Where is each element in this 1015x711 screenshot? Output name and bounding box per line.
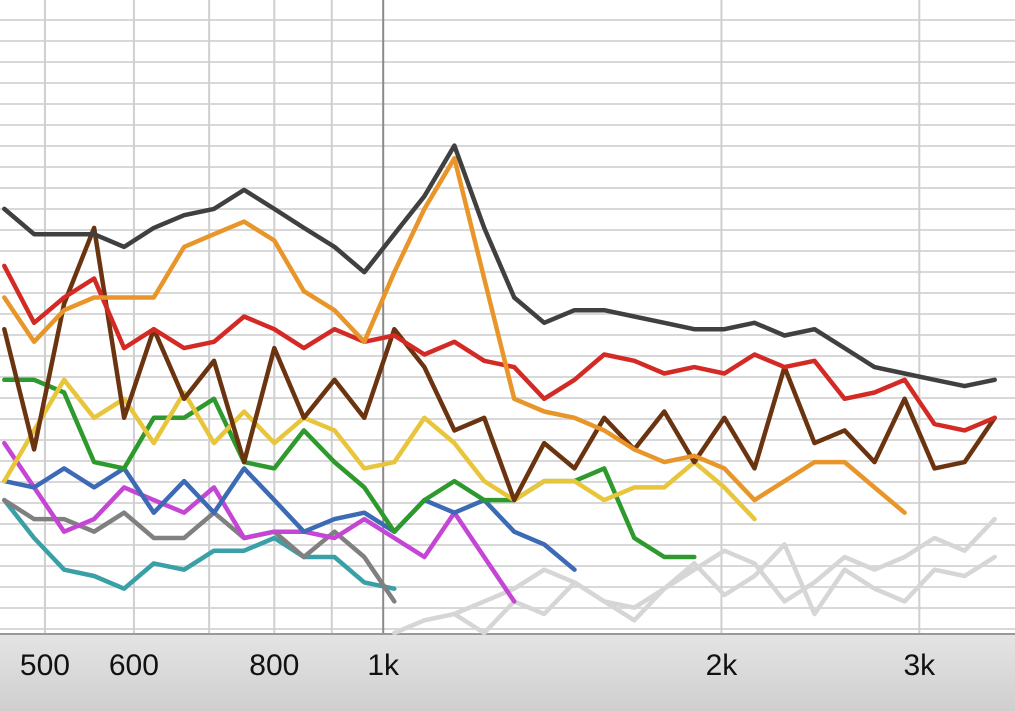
x-tick-label: 1k bbox=[367, 649, 400, 682]
x-tick-label: 3k bbox=[903, 649, 936, 682]
series-line bbox=[452, 542, 997, 636]
x-tick-label: 2k bbox=[706, 649, 739, 682]
series-line bbox=[2, 263, 997, 433]
x-tick-label: 800 bbox=[249, 649, 299, 682]
x-tick-label: 600 bbox=[109, 649, 159, 682]
series-line bbox=[2, 156, 907, 515]
x-tick-label: 500 bbox=[20, 649, 70, 682]
series-line bbox=[2, 466, 577, 572]
series-line bbox=[2, 497, 397, 604]
x-axis-band bbox=[0, 633, 1015, 711]
series-line bbox=[2, 143, 997, 389]
series-line bbox=[392, 516, 997, 636]
series-line bbox=[2, 377, 697, 560]
series-line bbox=[2, 497, 397, 591]
series-line bbox=[2, 225, 997, 503]
series-line bbox=[2, 440, 517, 604]
